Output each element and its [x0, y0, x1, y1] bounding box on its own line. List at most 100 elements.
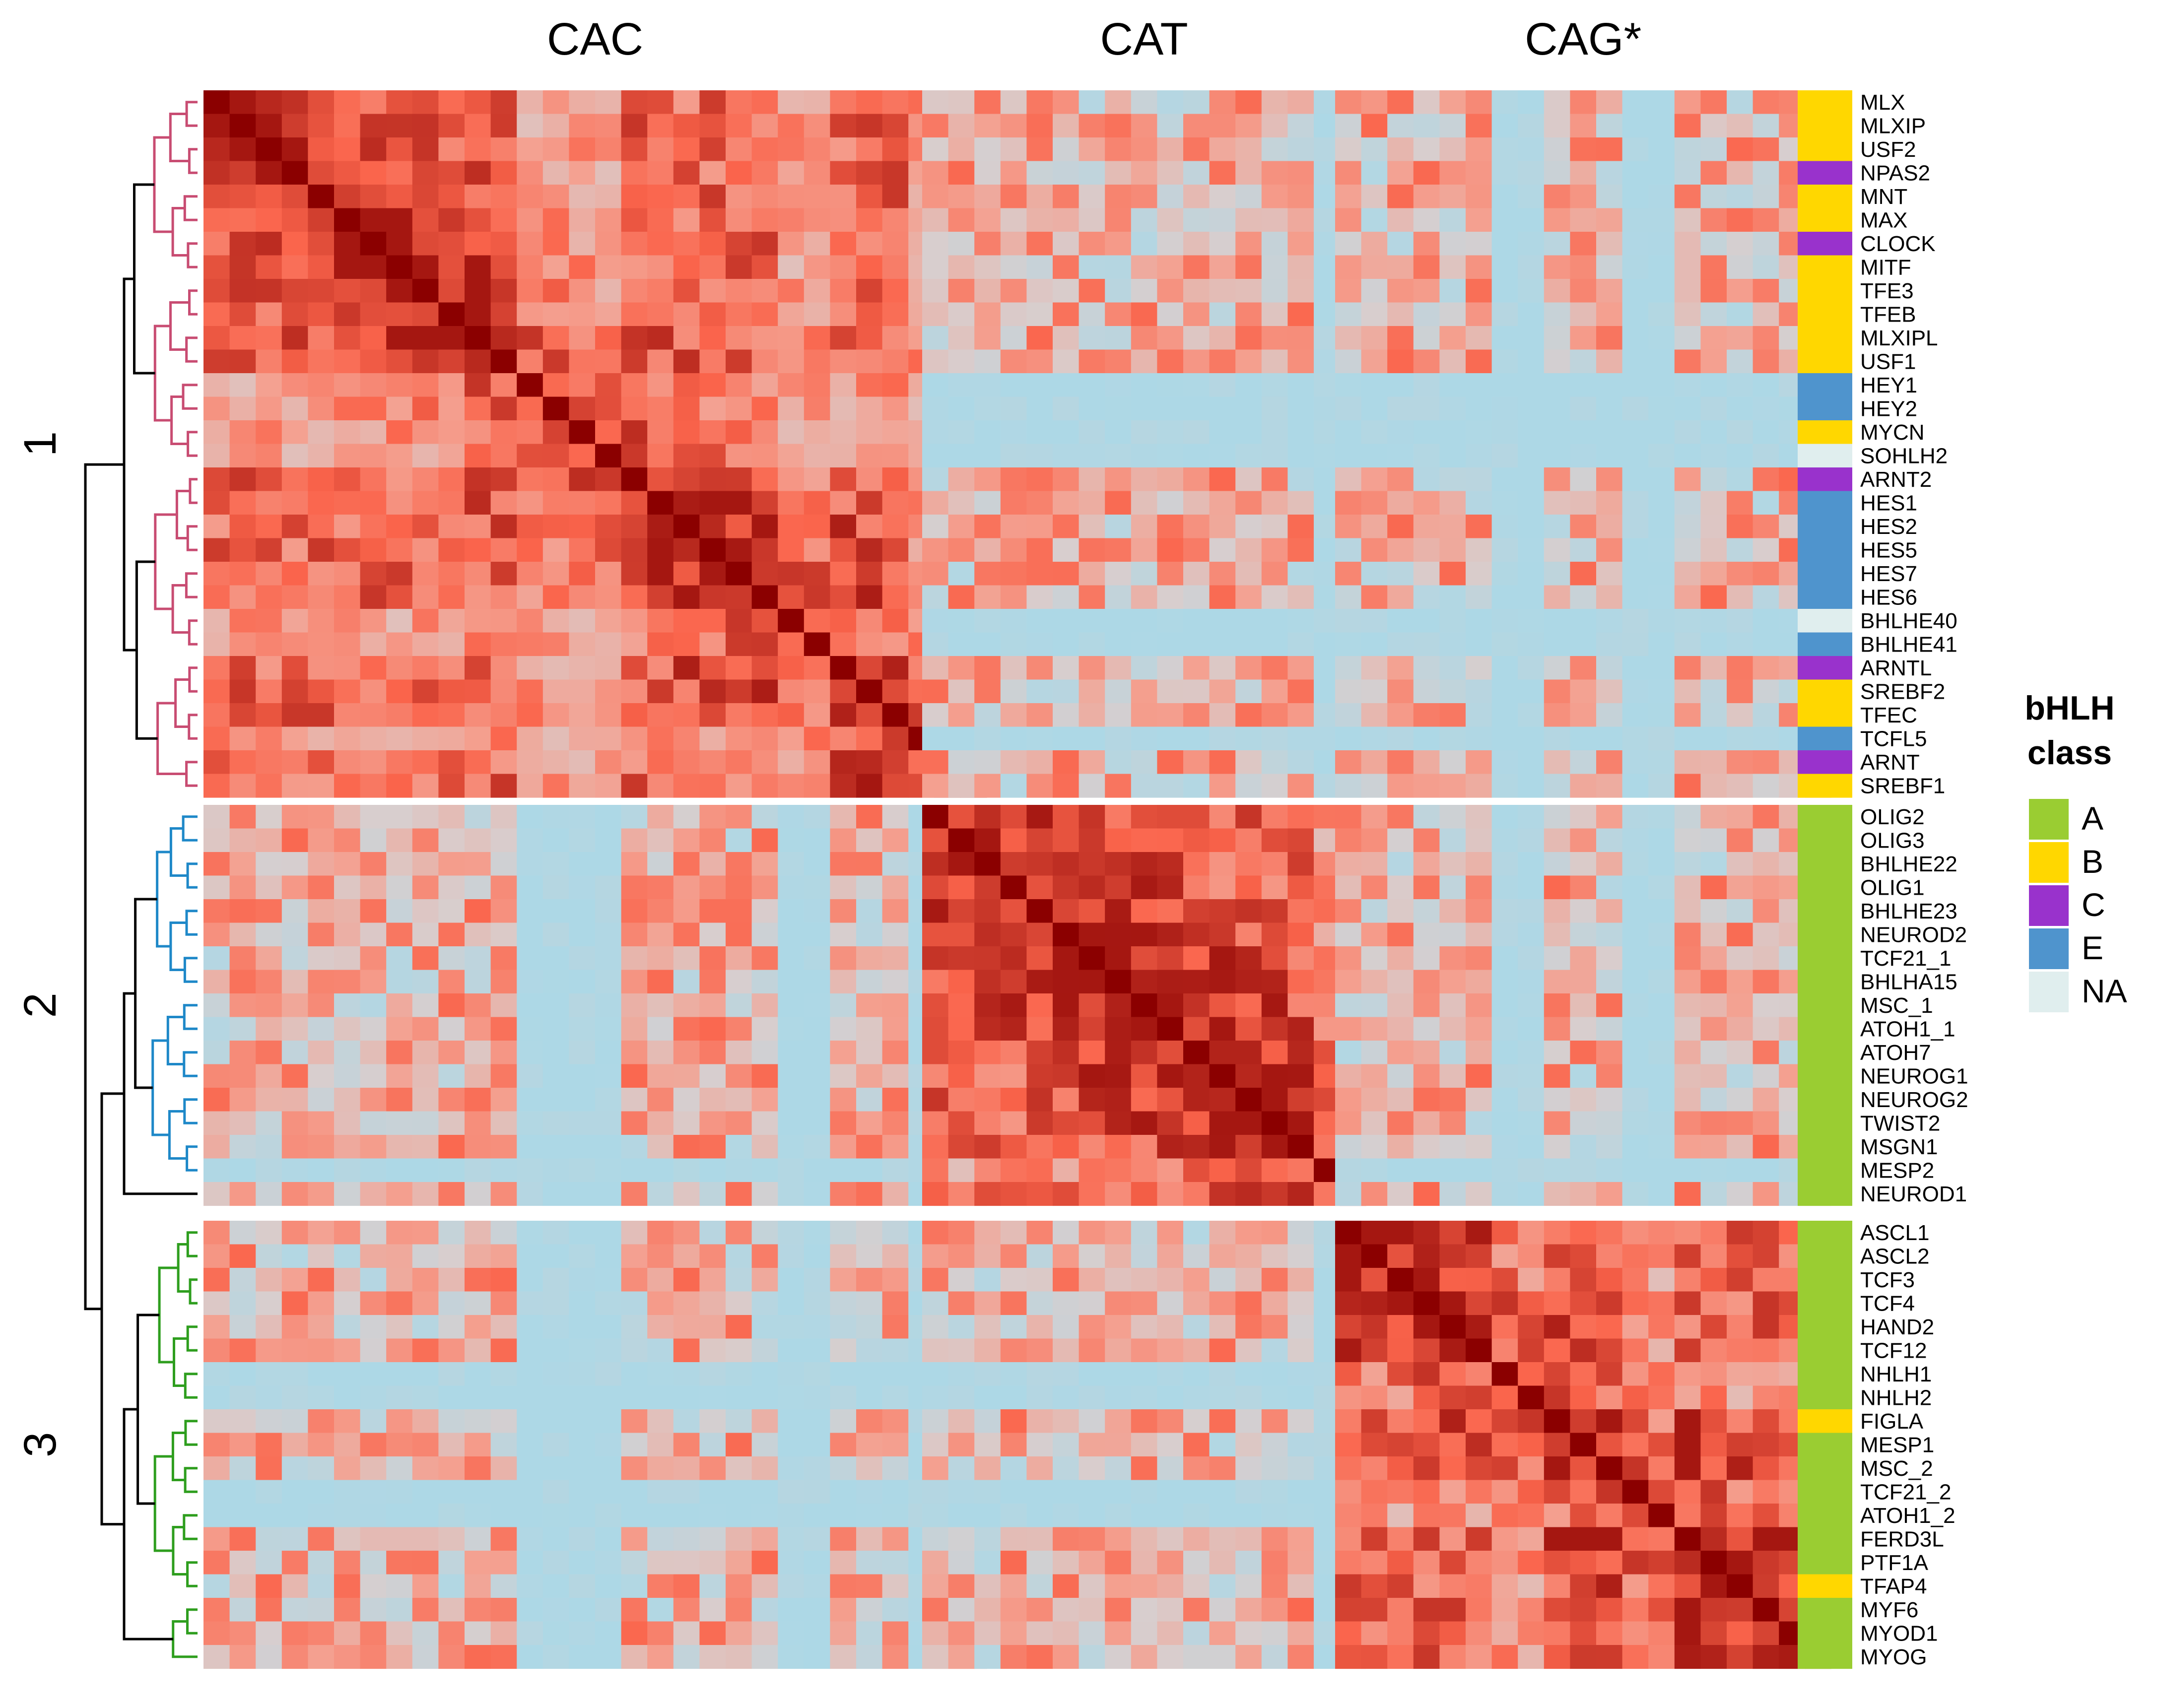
heatmap-cell-NHLH2-ARNT2 — [621, 1385, 648, 1410]
heatmap-cell-TCF4-OLIG3 — [948, 1291, 975, 1315]
heatmap-cell-PTF1A-NHLH1 — [1491, 1551, 1518, 1575]
heatmap-cell-TCFL5-PTF1A — [1700, 726, 1727, 751]
heatmap-cell-MLX-MYCN — [569, 90, 596, 115]
heatmap-cell-MAX-ASCL1 — [1335, 208, 1362, 232]
heatmap-cell-MLXIP-TFE3 — [412, 114, 439, 138]
heatmap-cell-BHLHE41-MAX — [334, 632, 361, 657]
heatmap-cell-SOHLH2-MITF — [386, 444, 413, 468]
heatmap-cell-TFEB-BHLHA15 — [1105, 302, 1132, 327]
heatmap-cell-BHLHA15-MAX — [334, 970, 361, 994]
heatmap-cell-FERD3L-CLOCK — [360, 1527, 387, 1551]
heatmap-cell-MAX-MSGN1 — [1287, 208, 1314, 232]
heatmap-cell-MNT-HEY2 — [542, 185, 569, 209]
heatmap-cell-MSGN1-TFEB — [438, 1135, 465, 1159]
heatmap-cell-HAND2-ATOH1_2 — [1648, 1315, 1675, 1339]
heatmap-cell-TFE3-TWIST2 — [1261, 279, 1288, 303]
heatmap-cell-USF1-BHLHE22 — [974, 349, 1001, 374]
heatmap-cell-FIGLA-MITF — [386, 1409, 413, 1434]
heatmap-cell-NEUROG1-TFAP4 — [1727, 1064, 1753, 1088]
heatmap-cell-BHLHE40-OLIG1 — [1000, 609, 1027, 633]
heatmap-cell-TCF3-TFEC — [882, 1268, 909, 1292]
heatmap-cell-HES7-TFE3 — [412, 562, 439, 586]
heatmap-cell-SREBF1-MSC_1 — [1131, 774, 1157, 798]
heatmap-cell-TCF4-ASCL2 — [1361, 1291, 1388, 1315]
heatmap-cell-FERD3L-MITF — [386, 1527, 413, 1551]
heatmap-cell-MAX-BHLHE22 — [974, 208, 1001, 232]
heatmap-cell-FERD3L-TFEB — [438, 1527, 465, 1551]
heatmap-cell-NEUROD2-BHLHA15 — [1105, 922, 1132, 947]
heatmap-cell-HAND2-HAND2 — [1439, 1315, 1466, 1339]
heatmap-cell-BHLHE41-USF1 — [490, 632, 517, 657]
heatmap-cell-MSC_1-HEY1 — [517, 993, 543, 1018]
heatmap-cell-TWIST2-HES6 — [751, 1111, 778, 1135]
heatmap-cell-USF1-ARNTL — [830, 349, 857, 374]
heatmap-cell-TCF12-ATOH1_1 — [1157, 1338, 1184, 1363]
heatmap-cell-MITF-NHLH1 — [1491, 255, 1518, 279]
heatmap-cell-NEUROD2-TFE3 — [412, 922, 439, 947]
heatmap-cell-SOHLH2-ARNT2 — [621, 444, 648, 468]
heatmap-cell-TFEB-ATOH7 — [1183, 302, 1210, 327]
heatmap-cell-FIGLA-USF2 — [256, 1409, 282, 1434]
heatmap-cell-MYOD1-BHLHE22 — [974, 1621, 1001, 1645]
heatmap-cell-MYF6-HEY1 — [517, 1598, 543, 1622]
heatmap-cell-HES5-MESP1 — [1570, 538, 1597, 562]
heatmap-cell-MYOD1-OLIG2 — [922, 1621, 949, 1645]
heatmap-cell-HEY1-OLIG2 — [922, 373, 949, 397]
heatmap-cell-HAND2-FIGLA — [1544, 1315, 1570, 1339]
dendrogram-branch — [171, 584, 190, 634]
heatmap-cell-MESP2-BHLHE41 — [804, 1158, 830, 1182]
heatmap-cell-CLOCK-HES6 — [751, 232, 778, 256]
heatmap-cell-NEUROG2-OLIG1 — [1000, 1088, 1027, 1112]
heatmap-cell-BHLHA15-FIGLA — [1544, 970, 1570, 994]
heatmap-cell-TCF4-MLX — [203, 1291, 230, 1315]
heatmap-cell-TCF21_1-TCF4 — [1413, 946, 1440, 971]
heatmap-cell-MSC_2-ARNT2 — [621, 1456, 648, 1481]
heatmap-cell-MSGN1-USF2 — [256, 1135, 282, 1159]
heatmap-cell-BHLHA15-BHLHE22 — [974, 970, 1001, 994]
dendrogram-branch — [183, 1514, 198, 1540]
heatmap-cell-TCF4-MYF6 — [1753, 1291, 1779, 1315]
row-label: USF1 — [1860, 349, 1916, 374]
heatmap-cell-MITF-NEUROD2 — [1053, 255, 1079, 279]
heatmap-cell-TCF3-MAX — [334, 1268, 361, 1292]
heatmap-cell-BHLHE23-ATOH1_2 — [1648, 899, 1675, 923]
heatmap-cell-SREBF1-NPAS2 — [281, 774, 308, 798]
heatmap-cell-NHLH2-USF2 — [256, 1385, 282, 1410]
heatmap-cell-BHLHE41-TFEC — [882, 632, 909, 657]
heatmap-cell-NPAS2-MSC_2 — [1596, 161, 1623, 185]
heatmap-cell-HEY2-TFE3 — [412, 396, 439, 421]
heatmap-cell-USF1-BHLHA15 — [1105, 349, 1132, 374]
heatmap-cell-BHLHE23-MSC_1 — [1131, 899, 1157, 923]
heatmap-cell-SREBF1-HEY1 — [517, 774, 543, 798]
heatmap-cell-MESP2-TFE3 — [412, 1158, 439, 1182]
heatmap-cell-HES1-HES1 — [647, 491, 674, 515]
heatmap-cell-TCF3-SREBF2 — [856, 1268, 883, 1292]
heatmap-cell-NEUROG1-MYCN — [569, 1064, 596, 1088]
class-annotation-cell — [1798, 774, 1852, 798]
heatmap-cell-ATOH1_1-MSC_2 — [1596, 1017, 1623, 1041]
heatmap-cell-HEY1-TFEC — [882, 373, 909, 397]
heatmap-cell-TWIST2-NHLH1 — [1491, 1111, 1518, 1135]
heatmap-cell-FIGLA-SREBF2 — [856, 1409, 883, 1434]
heatmap-cell-ATOH1_2-NEUROD2 — [1053, 1504, 1079, 1528]
heatmap-cell-ATOH1_1-OLIG3 — [948, 1017, 975, 1041]
heatmap-cell-MESP1-ATOH1_1 — [1157, 1433, 1184, 1457]
heatmap-cell-HEY2-MAX — [334, 396, 361, 421]
heatmap-cell-MYCN-USF2 — [256, 420, 282, 445]
heatmap-cell-FIGLA-HEY1 — [517, 1409, 543, 1434]
heatmap-cell-TFEB-BHLHE41 — [804, 302, 830, 327]
heatmap-cell-BHLHE40-ATOH7 — [1183, 609, 1210, 633]
heatmap-cell-MNT-BHLHE22 — [974, 185, 1001, 209]
heatmap-cell-CLOCK-USF2 — [256, 232, 282, 256]
heatmap-cell-TCFL5-MAX — [334, 726, 361, 751]
heatmap-cell-MSC_2-TFAP4 — [1727, 1456, 1753, 1481]
heatmap-cell-HEY1-ASCL2 — [1361, 373, 1388, 397]
heatmap-cell-HES6-MSC_2 — [1596, 585, 1623, 609]
heatmap-cell-HEY1-MYF6 — [1753, 373, 1779, 397]
heatmap-cell-SOHLH2-NHLH2 — [1518, 444, 1545, 468]
heatmap-cell-FERD3L-USF1 — [490, 1527, 517, 1551]
heatmap-cell-ATOH7-TFAP4 — [1727, 1041, 1753, 1065]
heatmap-cell-ARNT2-BHLHE41 — [804, 467, 830, 492]
heatmap-cell-USF1-PTF1A — [1700, 349, 1727, 374]
heatmap-cell-BHLHE41-NEUROG2 — [1235, 632, 1262, 657]
